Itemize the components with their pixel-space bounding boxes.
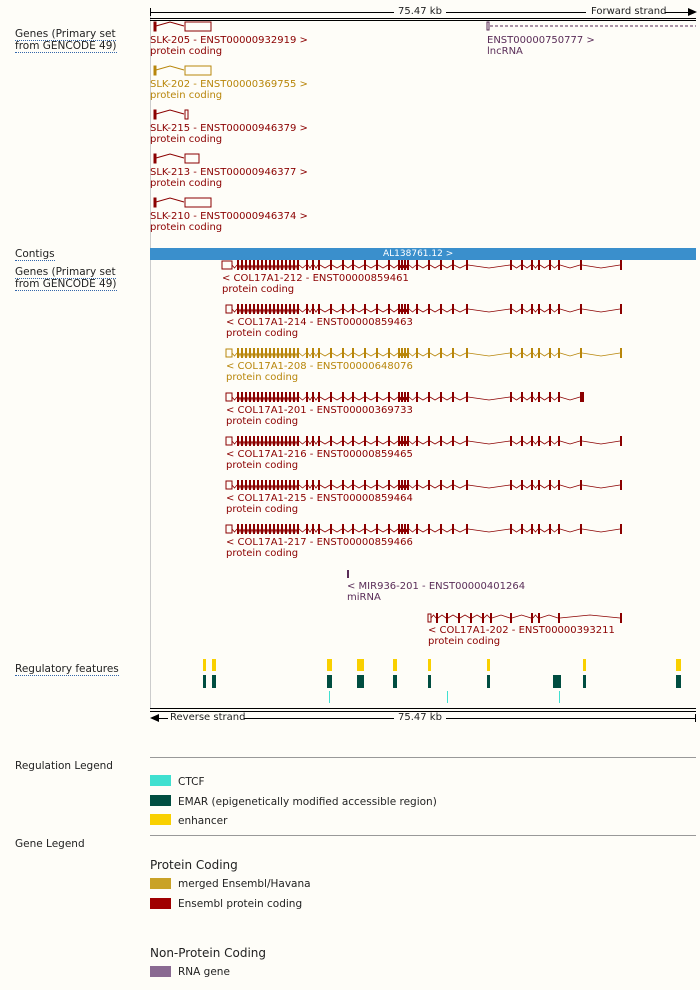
contig-bar[interactable] [150, 248, 696, 260]
transcript-biotype: protein coding [226, 328, 299, 339]
transcript-glyph-lncrna [486, 21, 696, 31]
transcript-glyph-mir936 [347, 570, 349, 578]
transcript-glyph-col17a1-202 [427, 613, 622, 623]
transcript-name[interactable]: < COL17A1-214 - ENST00000859463 [226, 317, 413, 328]
transcript-name[interactable]: < COL17A1-215 - ENST00000859464 [226, 493, 413, 504]
transcript-biotype: protein coding [150, 90, 223, 101]
forward-arrow-icon [688, 8, 697, 16]
emar-blocks [203, 675, 681, 688]
transcript-name[interactable]: < COL17A1-208 - ENST00000648076 [226, 361, 413, 372]
transcript-glyph-col17a1-5 [225, 480, 622, 490]
scale-length-top: 75.47 kb [398, 6, 442, 17]
transcript-glyph-col17a1-1 [225, 304, 622, 314]
transcript-biotype: protein coding [150, 134, 223, 145]
transcript-glyph-slk-213 [153, 153, 200, 164]
transcript-glyph-col17a1-4 [225, 436, 622, 446]
legend-divider [150, 835, 696, 836]
transcript-glyph-col17a1-0 [221, 260, 622, 270]
legend-label-emar: EMAR (epigenetically modified accessible… [178, 796, 437, 808]
rna-gene-swatch [150, 966, 171, 977]
regulatory-features-track[interactable] [0, 655, 700, 705]
scale-length-bottom: 75.47 kb [398, 712, 442, 723]
transcript-glyph-slk-210 [153, 197, 212, 208]
transcript-biotype: miRNA [347, 592, 381, 603]
genes-track-label-reverse[interactable]: Genes (Primary set from GENCODE 49) [15, 266, 117, 291]
transcript-glyph-col17a1-6 [225, 524, 622, 534]
transcript-biotype: protein coding [150, 222, 223, 233]
transcript-name[interactable]: SLK-202 - ENST00000369755 > [150, 79, 308, 90]
contig-label: AL138761.12 > [383, 249, 454, 259]
enhancer-swatch [150, 814, 171, 825]
transcript-biotype: protein coding [226, 416, 299, 427]
forward-transcripts-glyphs[interactable] [0, 0, 700, 240]
transcript-biotype: lncRNA [487, 46, 523, 57]
transcript-glyph-slk-205 [153, 21, 212, 32]
enhancer-blocks [203, 659, 681, 671]
legend-label-merged: merged Ensembl/Havana [178, 878, 311, 890]
legend-label-rna-gene: RNA gene [178, 966, 230, 978]
transcript-name[interactable]: SLK-213 - ENST00000946377 > [150, 167, 308, 178]
transcript-glyph-slk-215 [153, 109, 189, 120]
transcript-name[interactable]: < COL17A1-202 - ENST00000393211 [428, 625, 615, 636]
ensembl-protein-swatch [150, 898, 171, 909]
regulatory-features-label[interactable]: Regulatory features [15, 663, 119, 676]
transcript-name[interactable]: < COL17A1-212 - ENST00000859461 [222, 273, 409, 284]
reverse-transcripts-glyphs[interactable] [0, 0, 700, 660]
transcript-glyph-col17a1-3 [225, 392, 584, 402]
transcript-name[interactable]: ENST00000750777 > [487, 35, 595, 46]
legend-label-ensembl-protein: Ensembl protein coding [178, 898, 303, 910]
transcript-biotype: protein coding [150, 46, 223, 57]
transcript-name[interactable]: < MIR936-201 - ENST00000401264 [347, 581, 526, 592]
transcript-biotype: protein coding [226, 504, 299, 515]
transcript-name[interactable]: SLK-215 - ENST00000946379 > [150, 123, 308, 134]
transcript-biotype: protein coding [428, 636, 501, 647]
transcript-biotype: protein coding [226, 372, 299, 383]
legend-divider [150, 757, 696, 758]
regulation-legend-heading: Regulation Legend [15, 760, 113, 772]
ctcf-swatch [150, 775, 171, 786]
legend-label-enhancer: enhancer [178, 815, 228, 827]
contigs-track-label[interactable]: Contigs [15, 248, 55, 261]
transcript-name[interactable]: < COL17A1-216 - ENST00000859465 [226, 449, 413, 460]
protein-coding-title: Protein Coding [150, 858, 238, 872]
transcript-glyph-col17a1-2 [225, 348, 622, 358]
emar-swatch [150, 795, 171, 806]
reverse-arrow-icon [150, 714, 159, 722]
transcript-name[interactable]: < COL17A1-201 - ENST00000369733 [226, 405, 413, 416]
transcript-glyph-slk-202 [153, 65, 212, 76]
forward-strand-label: Forward strand [591, 6, 667, 17]
merged-swatch [150, 878, 171, 889]
genes-track-label-forward[interactable]: Genes (Primary set from GENCODE 49) [15, 28, 117, 53]
transcript-name[interactable]: < COL17A1-217 - ENST00000859466 [226, 537, 413, 548]
track-divider [150, 8, 151, 708]
gene-legend-heading: Gene Legend [15, 838, 85, 850]
transcript-name[interactable]: SLK-205 - ENST00000932919 > [150, 35, 308, 46]
reverse-strand-label: Reverse strand [170, 712, 246, 723]
transcript-name[interactable]: SLK-210 - ENST00000946374 > [150, 211, 308, 222]
transcript-biotype: protein coding [222, 284, 295, 295]
transcript-biotype: protein coding [150, 178, 223, 189]
ctcf-blocks [329, 691, 560, 703]
transcript-biotype: protein coding [226, 548, 299, 559]
transcript-biotype: protein coding [226, 460, 299, 471]
legend-label-ctcf: CTCF [178, 776, 205, 788]
non-coding-title: Non-Protein Coding [150, 946, 267, 960]
